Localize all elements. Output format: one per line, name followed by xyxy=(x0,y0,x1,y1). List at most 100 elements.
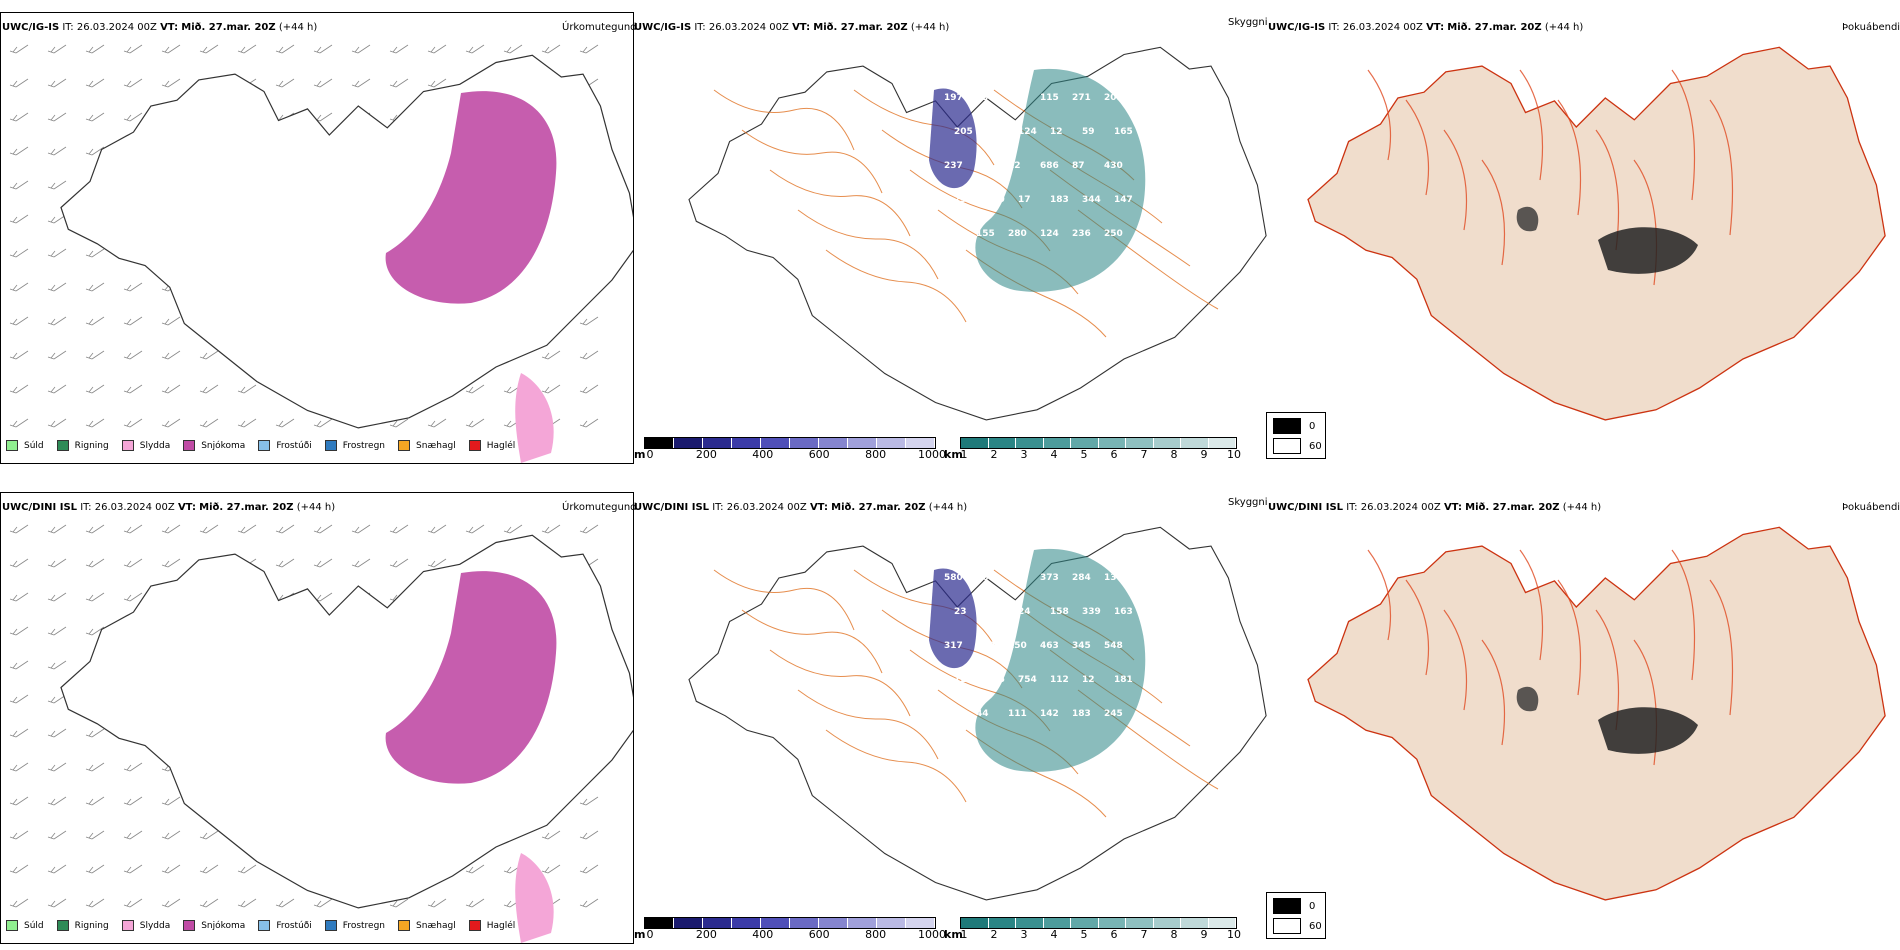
legend-label: Frostúði xyxy=(276,920,312,931)
sleet-area xyxy=(515,373,554,463)
ceiling-value-label: 112 xyxy=(1050,675,1069,685)
colorbar-tick: 400 xyxy=(752,928,774,941)
ceiling-value-label: 284 xyxy=(1072,573,1091,583)
wind-barb xyxy=(313,558,333,568)
colorbar-tick: 7 xyxy=(1140,448,1148,461)
wind-barb xyxy=(47,112,67,122)
legend-item: Snjókoma xyxy=(183,440,245,451)
low-ceiling-area xyxy=(929,568,977,669)
colorbar-tick: 6 xyxy=(1110,928,1118,941)
legend-label: Haglél xyxy=(486,440,516,451)
legend-item: Súld xyxy=(6,440,44,451)
wind-barb xyxy=(85,112,105,122)
ceiling-value-label: 87 xyxy=(1072,161,1085,171)
ceiling-value-label: 250 xyxy=(1104,229,1123,239)
wind-barb xyxy=(9,728,29,738)
wind-barb xyxy=(389,558,409,568)
wind-barb xyxy=(47,248,67,258)
wind-barb xyxy=(85,524,105,534)
wind-barb xyxy=(47,524,67,534)
wind-barb xyxy=(579,44,599,54)
road-line xyxy=(1671,549,1696,681)
wind-barb xyxy=(9,762,29,772)
wind-barb xyxy=(237,44,257,54)
row1-precip-header: UWC/IG-IS IT: 26.03.2024 00Z VT: Mið. 27… xyxy=(2,22,318,33)
legend-swatch xyxy=(183,920,196,931)
legend-item: Frostúði xyxy=(258,440,312,451)
wind-barb xyxy=(9,660,29,670)
wind-barb xyxy=(47,316,67,326)
colorbar-tick: 9 xyxy=(1200,448,1208,461)
wind-barb xyxy=(9,592,29,602)
wind-barb xyxy=(275,418,295,428)
ceiling-value-label: 127 xyxy=(954,675,973,685)
ceiling-value-label: 12 xyxy=(944,229,957,239)
colorbar-segment xyxy=(961,438,989,448)
colorbar-segment xyxy=(645,438,674,448)
wind-barb xyxy=(47,898,67,908)
ceiling-value-label: 230 xyxy=(954,195,973,205)
row2-precip-header: UWC/DINI ISL IT: 26.03.2024 00Z VT: Mið.… xyxy=(2,502,336,513)
fog-legend-swatch xyxy=(1273,418,1301,434)
legend-label: Rigning xyxy=(74,920,109,931)
wind-barb xyxy=(123,44,143,54)
colorbar-segment xyxy=(988,918,1016,928)
row2-ceiling-colorbar xyxy=(644,917,936,929)
wind-barb xyxy=(9,316,29,326)
road-line xyxy=(1481,159,1506,266)
wind-barb xyxy=(541,350,561,360)
wind-barb xyxy=(541,384,561,394)
wind-barb xyxy=(9,44,29,54)
ceiling-value-label: 130 xyxy=(1104,573,1123,583)
colorbar-tick: 3 xyxy=(1020,928,1028,941)
wind-barb xyxy=(9,626,29,636)
colorbar-tick: 8 xyxy=(1170,928,1178,941)
road-line xyxy=(825,249,967,323)
row1-fog-title: Þokuábendi xyxy=(1842,22,1900,33)
snow-area xyxy=(385,91,557,304)
wind-barb xyxy=(199,864,219,874)
wind-barb xyxy=(275,898,295,908)
legend-swatch xyxy=(121,920,134,931)
legend-item: Frostregn xyxy=(324,440,386,451)
colorbar-tick: 6 xyxy=(1110,448,1118,461)
fog-legend-label: 0 xyxy=(1309,420,1316,432)
wind-barb xyxy=(9,524,29,534)
wind-barb xyxy=(237,384,257,394)
wind-barb xyxy=(123,558,143,568)
low-visibility-area xyxy=(975,68,1146,292)
iceland-outline xyxy=(60,534,633,909)
iceland-outline xyxy=(1307,46,1886,421)
legend-label: Frostregn xyxy=(342,440,386,451)
colorbar-segment xyxy=(1098,438,1126,448)
colorbar-tick: 2 xyxy=(990,928,998,941)
row1-vis-colorbar xyxy=(960,437,1237,449)
fog-legend-swatch xyxy=(1273,918,1301,934)
ceiling-value-label: 147 xyxy=(1114,195,1133,205)
ceiling-value-label: 150 xyxy=(1008,641,1027,651)
colorbar-segment xyxy=(1208,438,1236,448)
road-line xyxy=(1405,579,1430,676)
wind-barb xyxy=(541,524,561,534)
road-line xyxy=(797,689,939,760)
vis-map-1: 197 198 387 115 271 209 205 23 124 12 59 165 237 91 12… xyxy=(688,46,1267,421)
wind-barb xyxy=(465,898,485,908)
wind-barb xyxy=(9,214,29,224)
ceiling-value-label: 548 xyxy=(1104,641,1123,651)
legend-swatch xyxy=(183,440,196,451)
colorbar-segment xyxy=(732,918,761,928)
wind-barb xyxy=(503,44,523,54)
legend-label: Frostúði xyxy=(276,440,312,451)
legend-label: Súld xyxy=(24,440,44,451)
colorbar-segment xyxy=(761,918,790,928)
wind-barb xyxy=(47,796,67,806)
road-line xyxy=(1367,69,1391,161)
fog-legend-swatch xyxy=(1273,438,1301,454)
road-line xyxy=(769,169,911,237)
colorbar-segment xyxy=(848,918,877,928)
ceiling-value-label: 373 xyxy=(1040,573,1059,583)
wind-barb xyxy=(579,830,599,840)
wind-barb xyxy=(427,558,447,568)
wind-barb xyxy=(313,78,333,88)
colorbar-segment xyxy=(1126,438,1154,448)
